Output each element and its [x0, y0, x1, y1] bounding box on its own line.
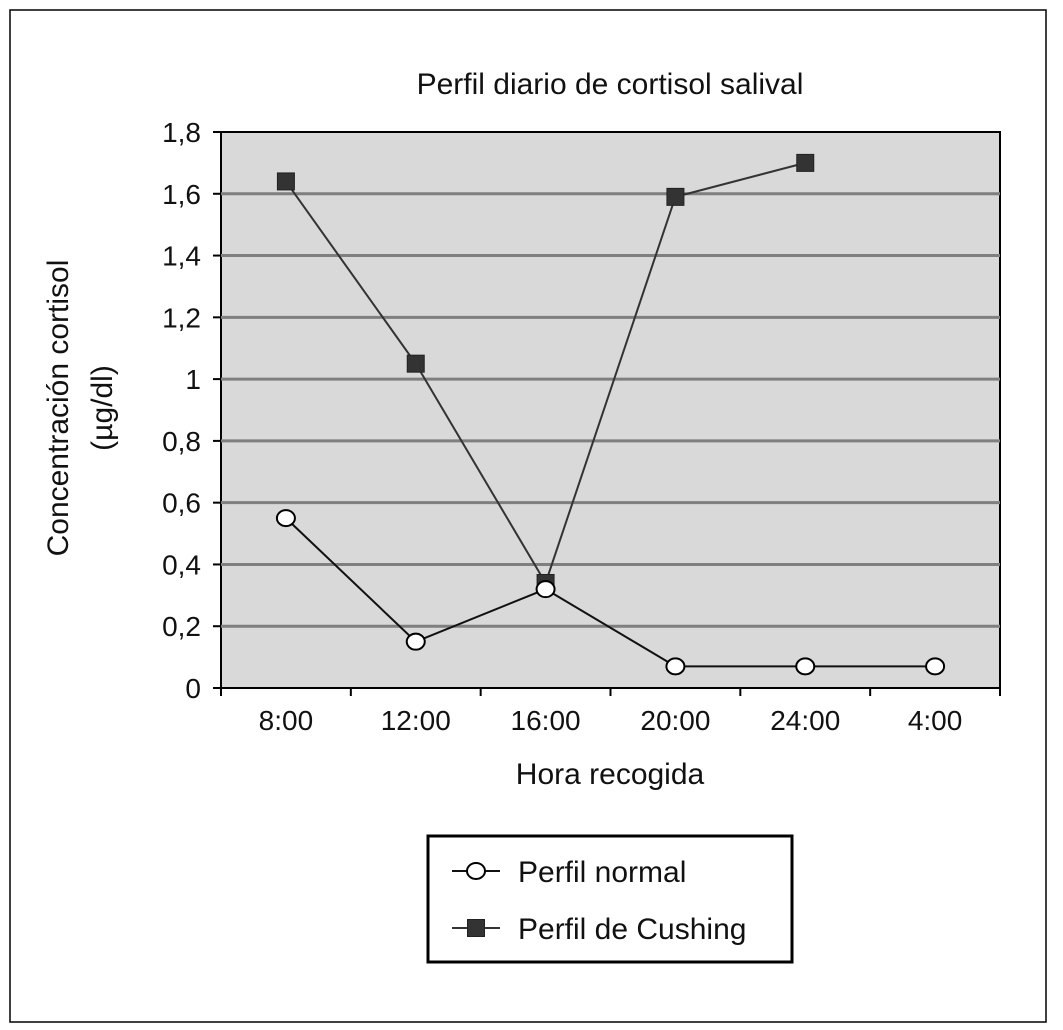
- x-axis: 8:00 12:00 16:00 20:00 24:00 4:00: [220, 688, 1001, 736]
- data-point-circle: [665, 657, 686, 676]
- y-tick-label: 0,4: [162, 549, 201, 580]
- y-axis-label-line1: Concentración cortisol: [42, 260, 75, 557]
- series-normal: [275, 509, 946, 676]
- data-point-square: [666, 187, 685, 206]
- data-point-circle: [925, 657, 946, 676]
- y-tick-label: 0,2: [162, 611, 201, 642]
- x-tick-label: 20:00: [640, 705, 710, 736]
- legend-box: [426, 834, 794, 964]
- gridlines: [221, 192, 1000, 628]
- y-tick-label: 0: [185, 673, 201, 704]
- data-point-square: [796, 153, 815, 172]
- data-point-circle: [535, 580, 556, 599]
- legend-marker-square: [467, 919, 485, 937]
- x-tick-label: 4:00: [908, 705, 963, 736]
- y-tick-label: 1,4: [162, 241, 201, 272]
- legend: Perfil normal Perfil de Cushing: [426, 834, 794, 964]
- legend-label: Perfil de Cushing: [518, 913, 746, 946]
- legend-label: Perfil normal: [518, 856, 686, 889]
- y-tick-label: 1,8: [162, 117, 201, 148]
- data-point-circle: [275, 509, 296, 528]
- y-axis-label-line2: (µg/dl): [86, 365, 119, 451]
- chart-title: Perfil diario de cortisol salival: [417, 68, 804, 101]
- data-point-circle: [405, 632, 426, 651]
- data-point-square: [406, 354, 425, 373]
- y-tick-label: 1,2: [162, 302, 201, 333]
- x-axis-label: Hora recogida: [516, 758, 705, 791]
- data-point-square: [276, 172, 295, 191]
- series-line: [285, 517, 936, 668]
- x-tick-label: 8:00: [259, 705, 314, 736]
- y-tick-label: 0,8: [162, 426, 201, 457]
- x-tick-label: 16:00: [511, 705, 581, 736]
- data-point-circle: [795, 657, 816, 676]
- x-tick-label: 24:00: [770, 705, 840, 736]
- y-axis-label: Concentración cortisol (µg/dl): [42, 260, 119, 557]
- x-tick-label: 12:00: [381, 705, 451, 736]
- plot-area: [220, 131, 1001, 689]
- legend-marker-circle: [466, 862, 486, 880]
- legend-item: Perfil de Cushing: [452, 913, 746, 946]
- series-layer: [275, 153, 946, 676]
- y-tick-label: 1: [185, 364, 201, 395]
- legend-item: Perfil normal: [452, 856, 686, 889]
- y-tick-label: 1,6: [162, 179, 201, 210]
- y-tick-label: 0,6: [162, 488, 201, 519]
- y-axis: 0 0,2 0,4 0,6 0,8 1 1,2 1,4 1,6 1,8: [162, 117, 221, 704]
